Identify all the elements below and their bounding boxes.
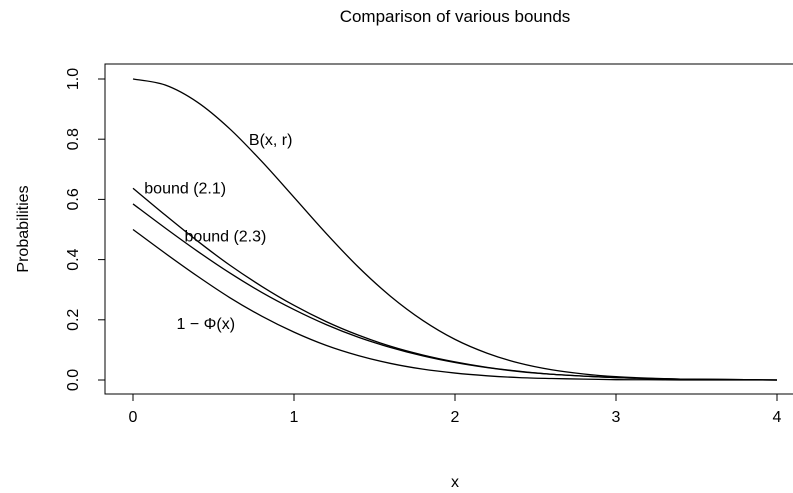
series-line-3 bbox=[132, 228, 777, 381]
series-line-2 bbox=[132, 203, 778, 381]
x-tick-label: 2 bbox=[451, 409, 460, 426]
y-axis-title: Probabilities bbox=[15, 185, 32, 272]
series-label-1: bound (2.1) bbox=[144, 180, 226, 197]
y-tick-label: 0.6 bbox=[65, 188, 82, 210]
series-labels: B(x, r) bound (2.1) bound (2.3) 1 − Φ(x) bbox=[144, 132, 292, 333]
series-lines bbox=[132, 78, 778, 381]
series-label-3: 1 − Φ(x) bbox=[176, 316, 235, 333]
x-tick-label: 4 bbox=[773, 409, 782, 426]
y-tick-label: 0.0 bbox=[65, 369, 82, 391]
y-tick-label: 1.0 bbox=[65, 68, 82, 90]
x-axis: 0 1 2 3 4 bbox=[129, 393, 782, 426]
x-tick-label: 3 bbox=[612, 409, 621, 426]
series-label-0: B(x, r) bbox=[249, 132, 293, 149]
series-label-2: bound (2.3) bbox=[185, 229, 267, 246]
x-tick-label: 1 bbox=[290, 409, 299, 426]
x-axis-title: x bbox=[451, 474, 459, 491]
y-tick-label: 0.4 bbox=[65, 248, 82, 270]
y-tick-label: 0.8 bbox=[65, 128, 82, 150]
y-tick-label: 0.2 bbox=[65, 309, 82, 331]
series-line-1 bbox=[132, 187, 778, 381]
chart-title: Comparison of various bounds bbox=[340, 7, 571, 26]
y-axis: 0.0 0.2 0.4 0.6 0.8 1.0 bbox=[65, 68, 106, 391]
x-tick-label: 0 bbox=[129, 409, 138, 426]
